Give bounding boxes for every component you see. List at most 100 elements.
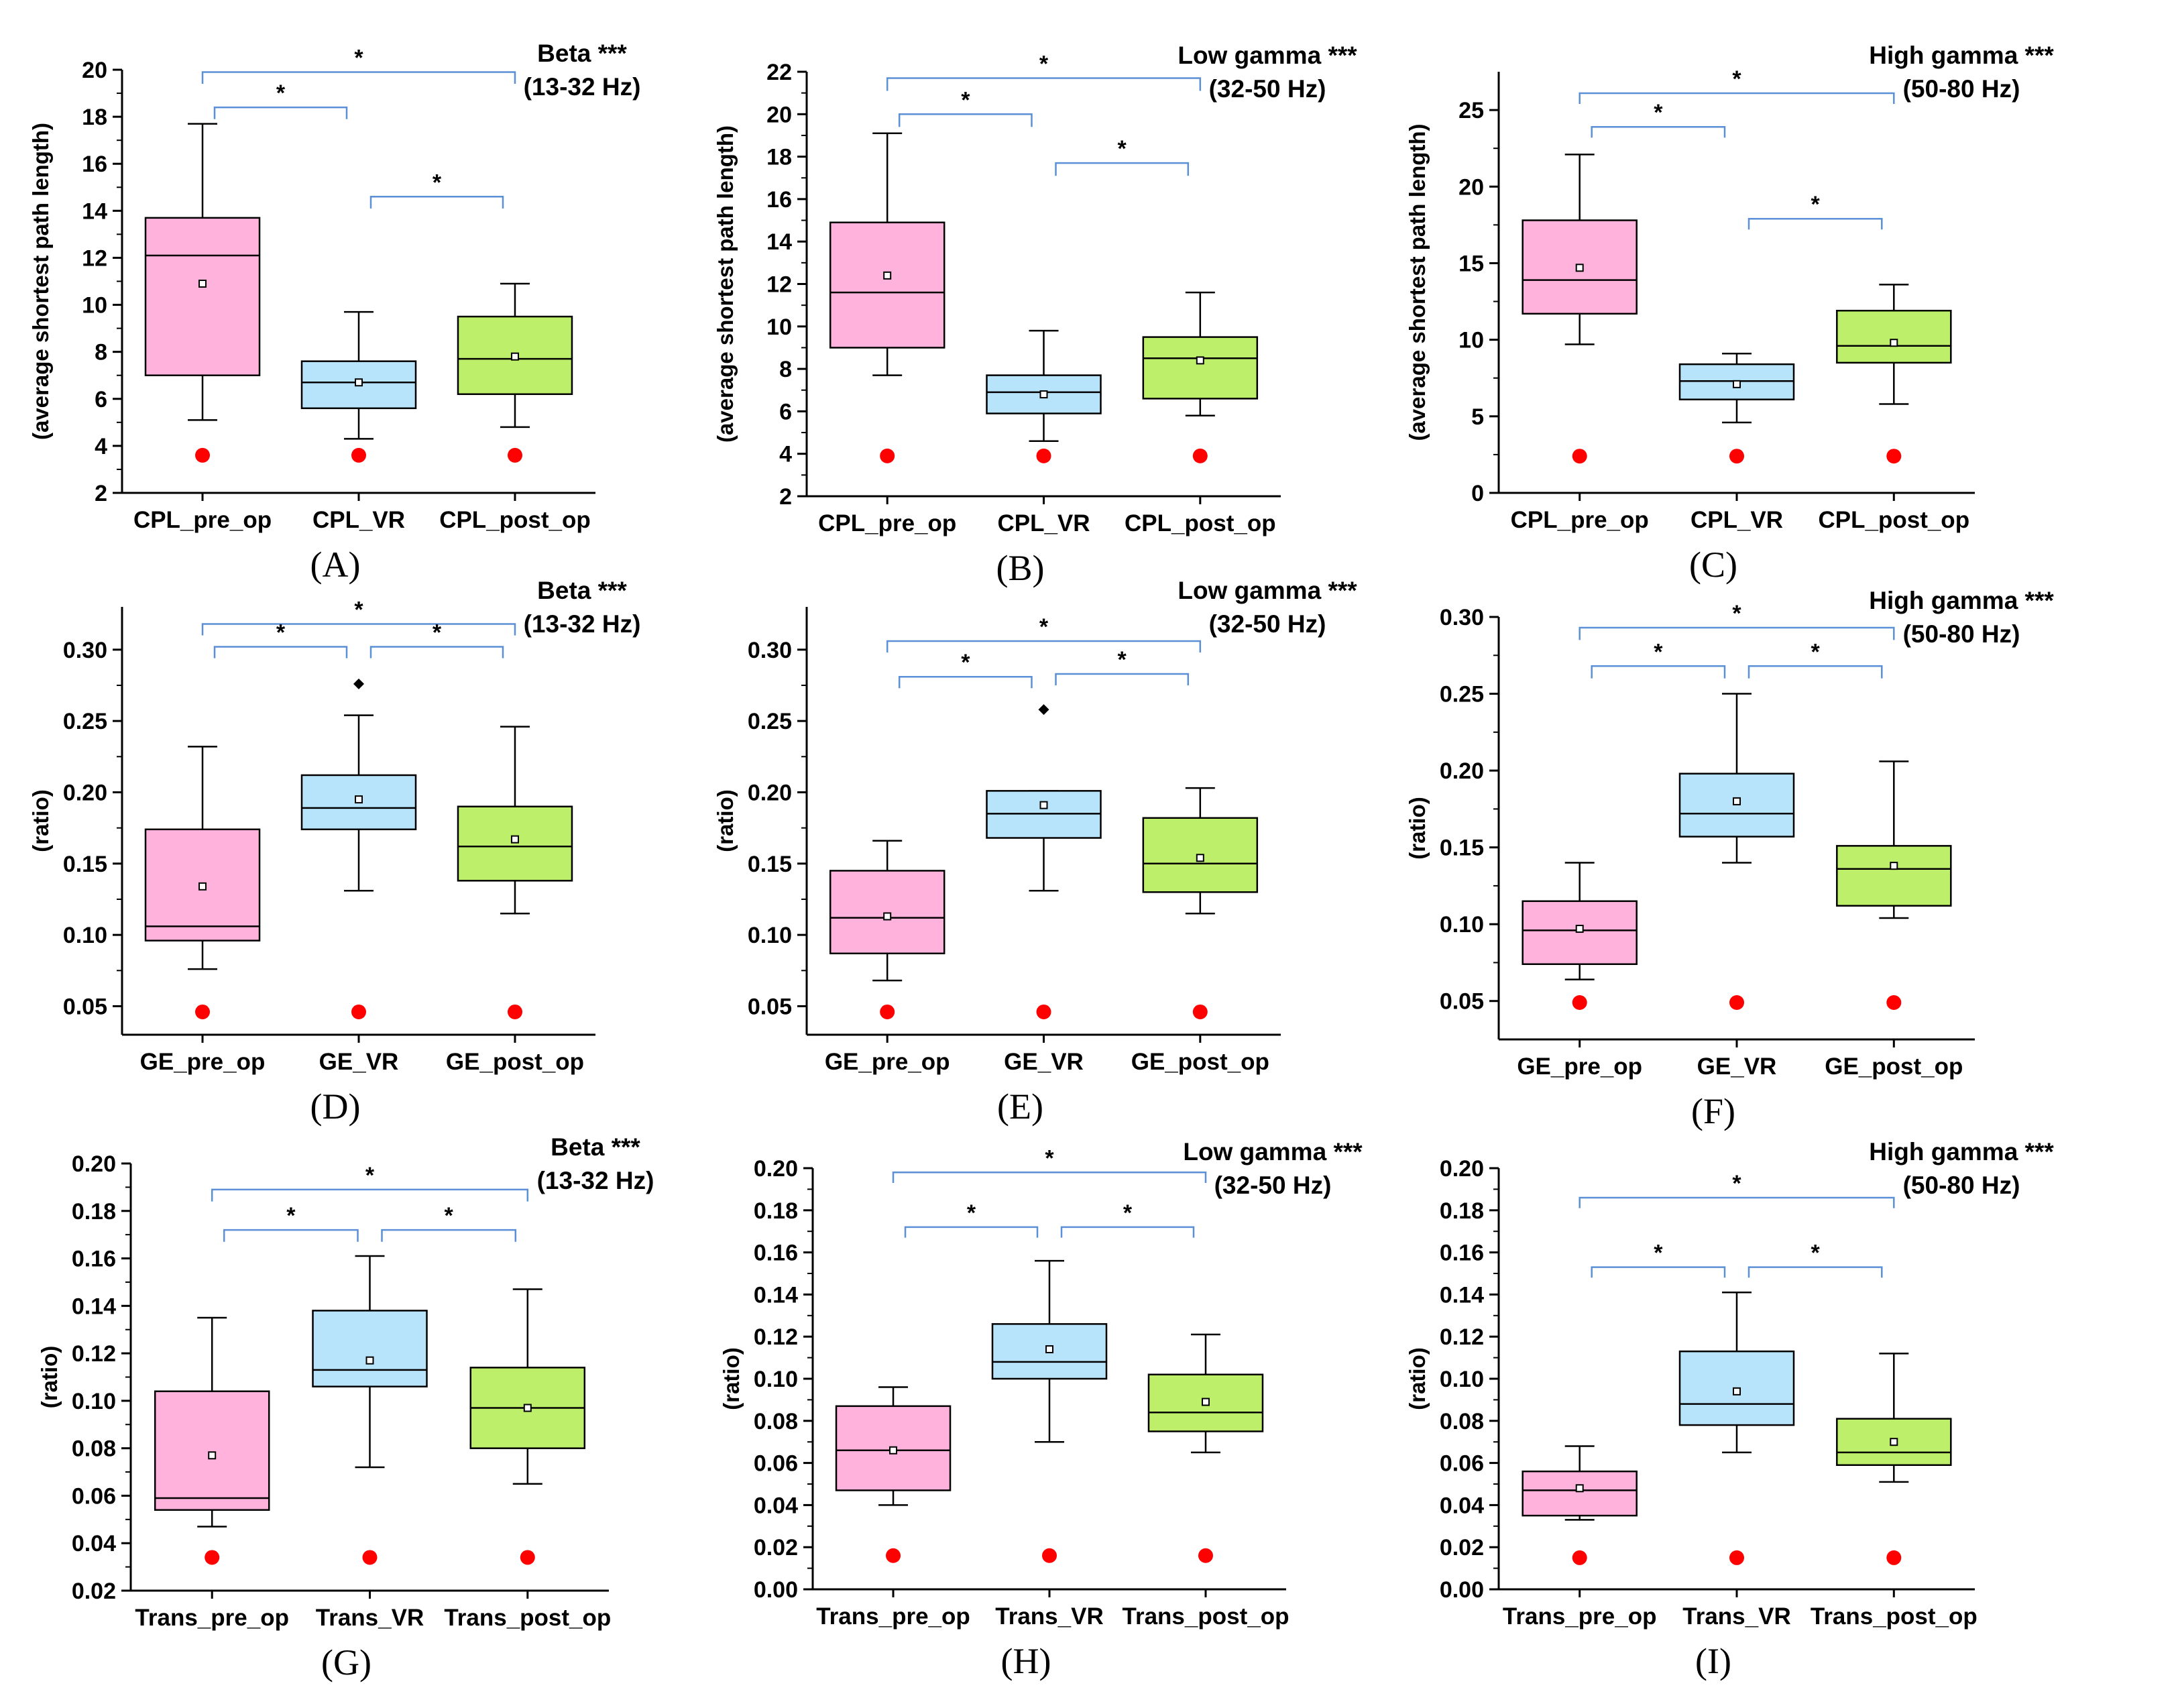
y-tick-label: 0.10: [1440, 1367, 1484, 1392]
red-dot-marker: [205, 1550, 220, 1565]
box-ge-pre-op: [1522, 862, 1638, 1011]
significance-bracket: *: [1747, 639, 1883, 679]
significance-bracket: *: [904, 1200, 1039, 1238]
y-tick-label: 0.30: [748, 638, 792, 663]
bracket-line: [886, 77, 1202, 91]
mean-marker: [883, 912, 892, 921]
x-category-label: CPL_pre_op: [1511, 507, 1649, 533]
y-tick-label: 0.06: [72, 1483, 116, 1509]
red-dot-marker: [1886, 1550, 1902, 1565]
box-trans-pre-op: [835, 1386, 952, 1563]
significance-star: *: [433, 170, 442, 195]
significance-star: *: [365, 1163, 375, 1188]
x-category-label: Trans_post_op: [1811, 1603, 1978, 1630]
y-tick-label: 0.12: [72, 1341, 116, 1367]
y-tick-label: 20: [766, 102, 792, 127]
red-dot-marker: [1036, 448, 1051, 463]
y-tick-label: 14: [766, 229, 792, 255]
x-category-label: Trans_VR: [316, 1605, 424, 1631]
significance-star: *: [1654, 639, 1663, 665]
y-tick-label: 0.15: [63, 852, 107, 877]
y-tick-label: 0.08: [1440, 1409, 1484, 1434]
significance-bracket: *: [1579, 601, 1895, 640]
bracket-line: [1747, 1266, 1883, 1278]
y-tick-label: 10: [82, 293, 107, 319]
red-dot-marker: [1572, 1550, 1587, 1565]
x-category-label: Trans_VR: [995, 1603, 1103, 1630]
y-tick-label: 8: [779, 357, 792, 382]
significance-star: *: [1118, 647, 1127, 673]
bracket-line: [898, 675, 1033, 689]
mean-marker: [1890, 339, 1898, 347]
iqr-box: [1142, 336, 1259, 400]
red-dot-marker: [1572, 449, 1587, 464]
mean-marker: [198, 882, 207, 891]
significance-star: *: [1732, 66, 1741, 92]
y-axis-label: (ratio): [1405, 797, 1430, 860]
box-trans-post-op: [1147, 1333, 1264, 1563]
x-category-label: CPL_pre_op: [818, 510, 956, 536]
significance-star: *: [1039, 51, 1049, 76]
band-annotation-range: (50-80 Hz): [1903, 75, 2020, 103]
y-tick-label: 8: [95, 340, 107, 365]
y-tick-label: 0.12: [1440, 1324, 1484, 1350]
y-tick-label: 0.10: [72, 1389, 116, 1414]
box-cpl-vr: [986, 329, 1102, 463]
y-tick-label: 0.20: [72, 1151, 116, 1177]
y-tick-label: 2: [95, 481, 107, 506]
bracket-line: [213, 646, 348, 659]
x-category-label: CPL_VR: [312, 507, 405, 533]
panel-caption: (B): [996, 548, 1045, 588]
y-tick-label: 0.14: [754, 1282, 798, 1308]
bracket-line: [904, 1226, 1039, 1238]
y-tick-label: 0.25: [63, 709, 107, 734]
significance-star: *: [1811, 639, 1821, 665]
y-tick-label: 0.10: [748, 923, 792, 948]
band-annotation-name: High gamma ***: [1869, 1138, 2054, 1165]
mean-marker: [889, 1446, 898, 1455]
significance-star: *: [354, 46, 363, 71]
y-tick-label: 0.18: [754, 1198, 798, 1224]
box-trans-vr: [1678, 1292, 1795, 1565]
box-cpl-pre-op: [829, 132, 945, 463]
band-annotation-name: Low gamma ***: [1178, 577, 1357, 604]
bracket-line: [892, 1172, 1207, 1183]
bracket-line: [369, 646, 504, 659]
red-dot-marker: [1886, 995, 1902, 1011]
significance-bracket: *: [1055, 647, 1190, 685]
box-cpl-vr: [300, 310, 417, 463]
y-tick-label: 0.30: [1440, 605, 1484, 630]
band-annotation-range: (13-32 Hz): [537, 1167, 654, 1194]
x-category-label: Trans_post_op: [444, 1605, 611, 1631]
mean-marker: [208, 1451, 217, 1460]
bracket-line: [211, 1188, 529, 1202]
red-dot-marker: [880, 448, 895, 463]
bracket-line: [201, 71, 516, 84]
panel-caption: (G): [321, 1642, 371, 1683]
y-tick-label: 15: [1458, 251, 1484, 276]
box-cpl-pre-op: [144, 123, 261, 463]
y-tick-label: 0.16: [1440, 1241, 1484, 1266]
significance-bracket: *: [369, 620, 504, 659]
panel-i: 0.00 0.02 0.04 0.06 0.08 0.10 0.12 0.14 0.16 0.18…: [1405, 1138, 2054, 1681]
y-tick-label: 0.10: [754, 1367, 798, 1392]
y-tick-label: 0.12: [754, 1324, 798, 1350]
x-category-label: GE_pre_op: [140, 1049, 266, 1075]
iqr-box: [154, 1390, 270, 1511]
band-annotation-range: (13-32 Hz): [524, 73, 641, 101]
bracket-line: [223, 1229, 359, 1242]
outlier-marker: [353, 678, 364, 689]
iqr-box: [144, 217, 261, 376]
significance-bracket: *: [1579, 1171, 1895, 1208]
x-category-label: GE_VR: [1004, 1049, 1084, 1075]
significance-bracket: *: [1060, 1200, 1195, 1238]
red-dot-marker: [1198, 1548, 1213, 1563]
y-tick-label: 2: [779, 484, 792, 510]
significance-bracket: *: [201, 597, 516, 636]
y-axis-label: (ratio): [37, 1346, 62, 1409]
y-tick-label: 6: [95, 387, 107, 412]
mean-marker: [883, 271, 892, 280]
bracket-line: [369, 196, 504, 209]
box-ge-post-op: [1142, 787, 1259, 1019]
y-tick-label: 12: [82, 245, 107, 271]
